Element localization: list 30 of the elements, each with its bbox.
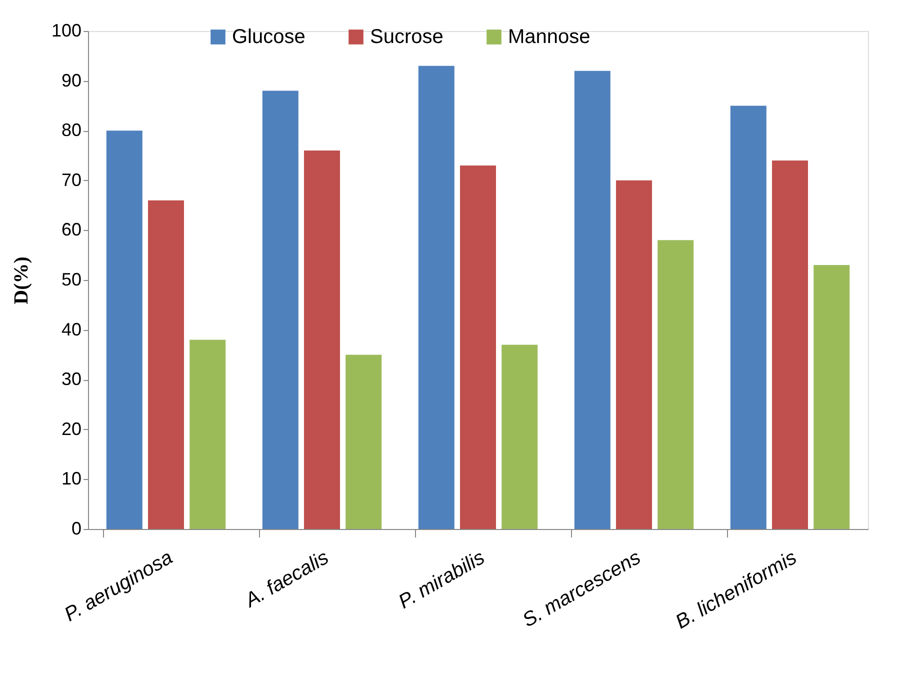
y-tick-label: 30 — [61, 369, 82, 390]
bar — [418, 66, 454, 529]
bar — [148, 200, 184, 529]
bar — [814, 265, 850, 529]
bar — [616, 180, 652, 529]
y-tick-label: 10 — [61, 468, 82, 489]
bar — [502, 344, 538, 529]
y-tick-label: 40 — [61, 319, 82, 340]
bar — [304, 150, 340, 529]
bar — [658, 240, 694, 529]
y-tick-label: 0 — [71, 518, 82, 538]
bar — [574, 70, 610, 529]
y-axis-title: D(%) — [10, 256, 32, 304]
bar — [190, 340, 226, 529]
bar — [262, 90, 298, 529]
y-tick-label: 70 — [61, 170, 82, 190]
legend-label: Glucose — [232, 26, 306, 48]
bar — [772, 160, 808, 529]
bar — [346, 354, 382, 529]
bar — [106, 130, 142, 529]
bar — [460, 165, 496, 529]
bar — [730, 106, 766, 529]
legend-label: Mannose — [508, 26, 590, 48]
y-tick-label: 80 — [61, 120, 82, 140]
legend-label: Sucrose — [370, 26, 444, 48]
y-tick-label: 50 — [61, 270, 82, 290]
y-tick-label: 90 — [61, 70, 82, 90]
y-tick-label: 20 — [61, 418, 82, 439]
y-tick-label: 100 — [51, 20, 82, 40]
y-tick-label: 60 — [61, 220, 82, 240]
